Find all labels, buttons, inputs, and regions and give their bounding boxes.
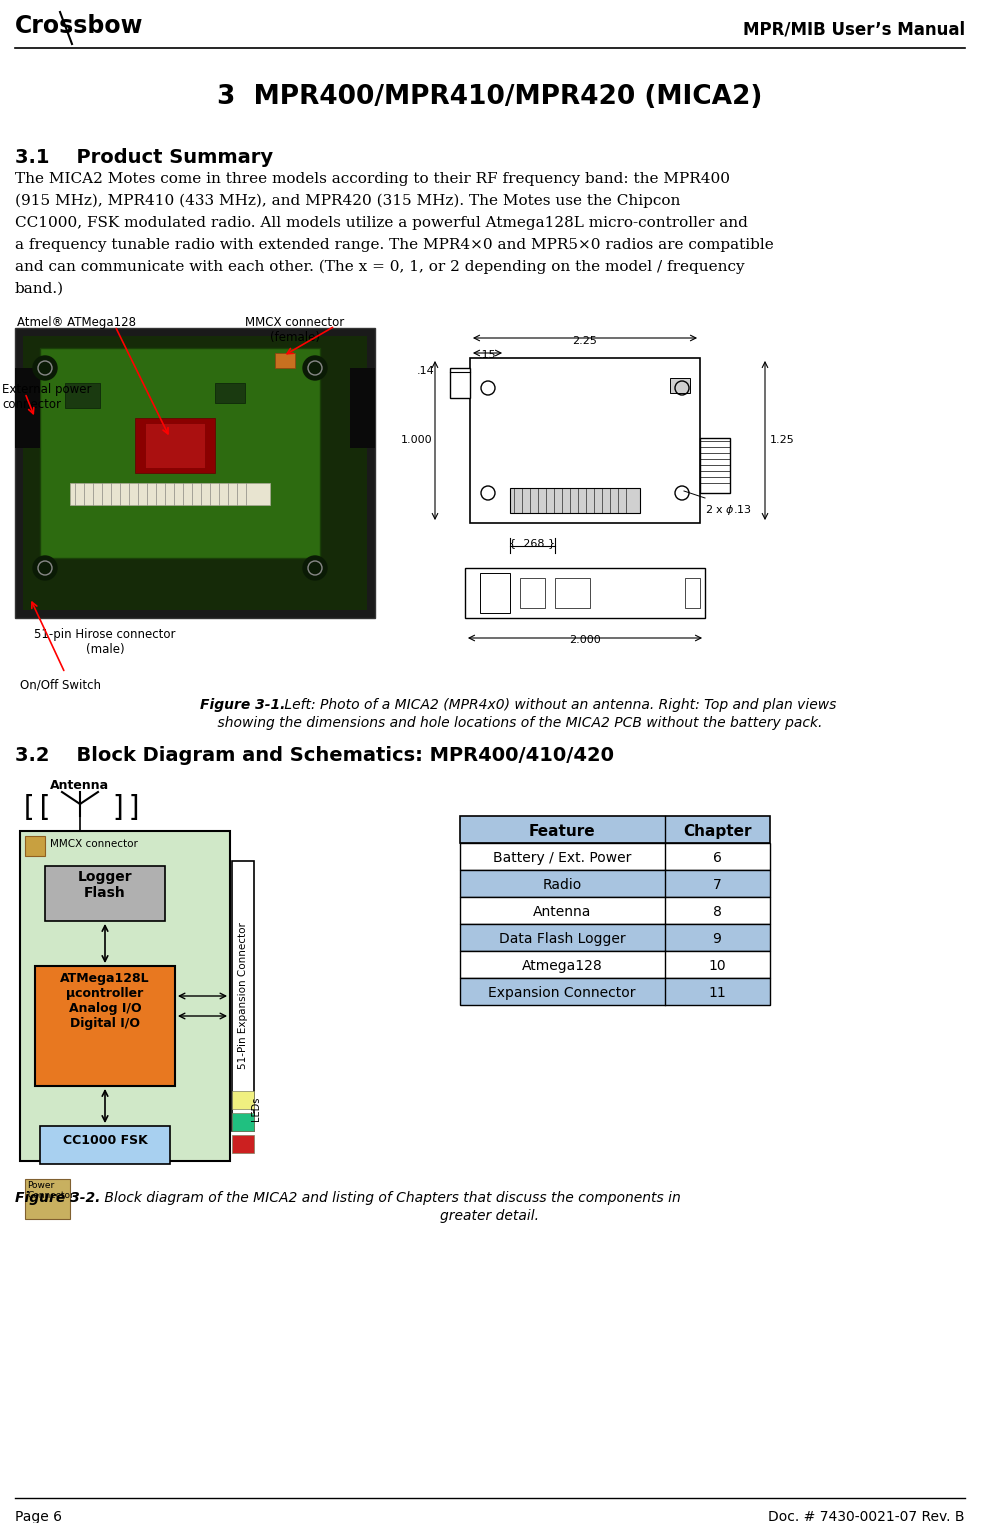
FancyBboxPatch shape xyxy=(480,573,510,612)
FancyBboxPatch shape xyxy=(40,347,320,557)
FancyBboxPatch shape xyxy=(460,924,770,950)
Text: Antenna: Antenna xyxy=(50,778,109,792)
FancyBboxPatch shape xyxy=(275,353,295,369)
FancyBboxPatch shape xyxy=(35,966,175,1086)
Text: 51-pin Hirose connector
(male): 51-pin Hirose connector (male) xyxy=(34,627,176,656)
FancyBboxPatch shape xyxy=(520,579,545,608)
FancyBboxPatch shape xyxy=(685,579,700,608)
Text: (915 MHz), MPR410 (433 MHz), and MPR420 (315 MHz). The Motes use the Chipcon: (915 MHz), MPR410 (433 MHz), and MPR420 … xyxy=(15,193,681,209)
Text: .15: .15 xyxy=(479,350,496,359)
Text: 11: 11 xyxy=(708,985,726,1001)
FancyBboxPatch shape xyxy=(25,836,45,856)
FancyBboxPatch shape xyxy=(15,369,40,448)
Text: greater detail.: greater detail. xyxy=(440,1209,540,1223)
Text: LEDs: LEDs xyxy=(251,1097,261,1121)
Text: Antenna: Antenna xyxy=(533,905,592,918)
Text: 1.000: 1.000 xyxy=(400,436,432,445)
Text: 1.25: 1.25 xyxy=(770,436,795,445)
Text: 3  MPR400/MPR410/MPR420 (MICA2): 3 MPR400/MPR410/MPR420 (MICA2) xyxy=(218,84,762,110)
FancyBboxPatch shape xyxy=(20,832,230,1161)
FancyBboxPatch shape xyxy=(670,378,690,393)
Text: Feature: Feature xyxy=(529,824,595,839)
FancyBboxPatch shape xyxy=(232,1113,254,1132)
FancyBboxPatch shape xyxy=(135,417,215,474)
Text: and can communicate with each other. (The x = 0, 1, or 2 depending on the model : and can communicate with each other. (Th… xyxy=(15,260,745,274)
Text: CC1000, FSK modulated radio. All models utilize a powerful Atmega128L micro-cont: CC1000, FSK modulated radio. All models … xyxy=(15,216,748,230)
Text: 9: 9 xyxy=(712,932,721,946)
Text: band.): band.) xyxy=(15,282,64,295)
FancyBboxPatch shape xyxy=(70,483,270,506)
Text: Atmel® ATMega128: Atmel® ATMega128 xyxy=(17,315,136,329)
FancyBboxPatch shape xyxy=(465,568,705,618)
Text: Figure 3-2.: Figure 3-2. xyxy=(15,1191,100,1205)
FancyBboxPatch shape xyxy=(40,1125,170,1164)
Text: showing the dimensions and hole locations of the MICA2 PCB without the battery p: showing the dimensions and hole location… xyxy=(200,716,822,730)
Text: The MICA2 Motes come in three models according to their RF frequency band: the M: The MICA2 Motes come in three models acc… xyxy=(15,172,730,186)
FancyBboxPatch shape xyxy=(460,844,770,870)
Text: Power
Connector: Power Connector xyxy=(27,1180,74,1200)
FancyBboxPatch shape xyxy=(25,1179,70,1218)
Text: MMCX connector: MMCX connector xyxy=(50,839,138,848)
Text: Figure 3-1.: Figure 3-1. xyxy=(200,698,285,711)
Text: On/Off Switch: On/Off Switch xyxy=(20,678,101,691)
FancyBboxPatch shape xyxy=(510,487,640,513)
Text: ATMega128L
μcontroller
Analog I/O
Digital I/O: ATMega128L μcontroller Analog I/O Digita… xyxy=(60,972,150,1030)
Text: 2.000: 2.000 xyxy=(569,635,601,646)
FancyBboxPatch shape xyxy=(460,870,770,897)
Text: 7: 7 xyxy=(712,877,721,892)
FancyBboxPatch shape xyxy=(460,897,770,924)
Text: Data Flash Logger: Data Flash Logger xyxy=(498,932,625,946)
Text: 6: 6 xyxy=(712,851,721,865)
Text: Doc. # 7430-0021-07 Rev. B: Doc. # 7430-0021-07 Rev. B xyxy=(768,1509,965,1523)
FancyBboxPatch shape xyxy=(45,867,165,921)
Text: 3.2    Block Diagram and Schematics: MPR400/410/420: 3.2 Block Diagram and Schematics: MPR400… xyxy=(15,746,614,765)
FancyBboxPatch shape xyxy=(145,423,205,468)
Text: [[: [[ xyxy=(20,793,54,822)
Text: CC1000 FSK: CC1000 FSK xyxy=(63,1133,147,1147)
Text: Page 6: Page 6 xyxy=(15,1509,62,1523)
FancyBboxPatch shape xyxy=(700,439,730,493)
FancyBboxPatch shape xyxy=(65,382,100,408)
FancyBboxPatch shape xyxy=(555,579,590,608)
Text: 51-Pin Expansion Connector: 51-Pin Expansion Connector xyxy=(238,923,248,1069)
Text: Atmega128: Atmega128 xyxy=(522,959,602,973)
FancyBboxPatch shape xyxy=(232,1135,254,1153)
Text: 10: 10 xyxy=(708,959,726,973)
FancyBboxPatch shape xyxy=(23,337,367,611)
Text: { .268 }: { .268 } xyxy=(509,538,555,548)
Text: 8: 8 xyxy=(712,905,721,918)
Text: Left: Photo of a MICA2 (MPR4x0) without an antenna. Right: Top and plan views: Left: Photo of a MICA2 (MPR4x0) without … xyxy=(280,698,837,711)
FancyBboxPatch shape xyxy=(232,860,254,1132)
FancyBboxPatch shape xyxy=(470,358,700,522)
Text: Expansion Connector: Expansion Connector xyxy=(489,985,636,1001)
Text: Block diagram of the MICA2 and listing of Chapters that discuss the components i: Block diagram of the MICA2 and listing o… xyxy=(100,1191,681,1205)
Text: Chapter: Chapter xyxy=(683,824,751,839)
Text: MPR/MIB User’s Manual: MPR/MIB User’s Manual xyxy=(743,20,965,38)
Text: MMCX connector
(female): MMCX connector (female) xyxy=(245,315,344,344)
Text: 3.1    Product Summary: 3.1 Product Summary xyxy=(15,148,273,168)
Text: a frequency tunable radio with extended range. The MPR4×0 and MPR5×0 radios are : a frequency tunable radio with extended … xyxy=(15,238,774,251)
Text: .14: .14 xyxy=(417,366,435,376)
FancyBboxPatch shape xyxy=(232,1090,254,1109)
Text: ]]: ]] xyxy=(110,793,143,822)
FancyBboxPatch shape xyxy=(15,327,375,618)
Text: 2.25: 2.25 xyxy=(573,337,597,346)
FancyBboxPatch shape xyxy=(215,382,245,404)
FancyBboxPatch shape xyxy=(460,816,770,844)
Text: 2 x $\phi$.13: 2 x $\phi$.13 xyxy=(705,503,751,516)
Circle shape xyxy=(303,356,327,381)
Circle shape xyxy=(33,556,57,580)
Text: External power
connector: External power connector xyxy=(2,382,91,411)
Text: Logger
Flash: Logger Flash xyxy=(77,870,132,900)
FancyBboxPatch shape xyxy=(460,978,770,1005)
Text: Crossbow: Crossbow xyxy=(15,14,143,38)
Text: Radio: Radio xyxy=(542,877,582,892)
FancyBboxPatch shape xyxy=(350,369,375,448)
Circle shape xyxy=(33,356,57,381)
FancyBboxPatch shape xyxy=(450,369,470,398)
FancyBboxPatch shape xyxy=(460,950,770,978)
Circle shape xyxy=(303,556,327,580)
Text: Battery / Ext. Power: Battery / Ext. Power xyxy=(492,851,631,865)
